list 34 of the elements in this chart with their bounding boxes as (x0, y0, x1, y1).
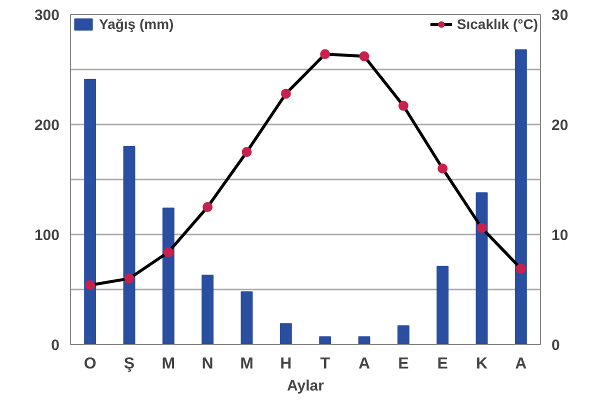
bar (84, 78, 96, 344)
bar (436, 266, 449, 344)
y-tick-label: 0 (51, 337, 60, 354)
bar (476, 192, 488, 344)
bar (397, 325, 410, 344)
y2-tick-label: 30 (552, 7, 568, 24)
bar (319, 336, 332, 344)
y2-tick-label: 20 (552, 117, 568, 134)
x-tick-label: T (320, 356, 330, 372)
legend-label: Sıcaklık (°C) (456, 16, 538, 32)
x-tick-label: O (84, 356, 96, 372)
y-tick-label: 100 (34, 227, 60, 244)
legend-label: Yağış (mm) (99, 16, 174, 32)
x-tick-label: N (202, 356, 214, 372)
x-tick-label: A (515, 356, 528, 372)
bar (162, 208, 174, 344)
bar (514, 49, 527, 344)
x-tick-label: A (358, 356, 370, 372)
x-tick-label: E (437, 356, 448, 372)
x-tick-label: H (280, 356, 292, 372)
y2-tick-label: 0 (552, 337, 560, 354)
x-tick-label: E (398, 356, 410, 372)
bar (240, 291, 253, 344)
x-tick-label: M (240, 356, 254, 372)
x-tick-label: M (162, 356, 176, 372)
y-tick-label: 300 (34, 7, 60, 24)
bar (280, 323, 292, 344)
y-tick-label: 200 (34, 117, 60, 134)
x-tick-label: K (476, 356, 488, 372)
bar (123, 146, 136, 344)
x-tick-label: Ş (124, 356, 135, 372)
bar (202, 274, 214, 344)
x-axis-title: Aylar (287, 378, 324, 394)
y2-tick-label: 10 (552, 227, 568, 244)
